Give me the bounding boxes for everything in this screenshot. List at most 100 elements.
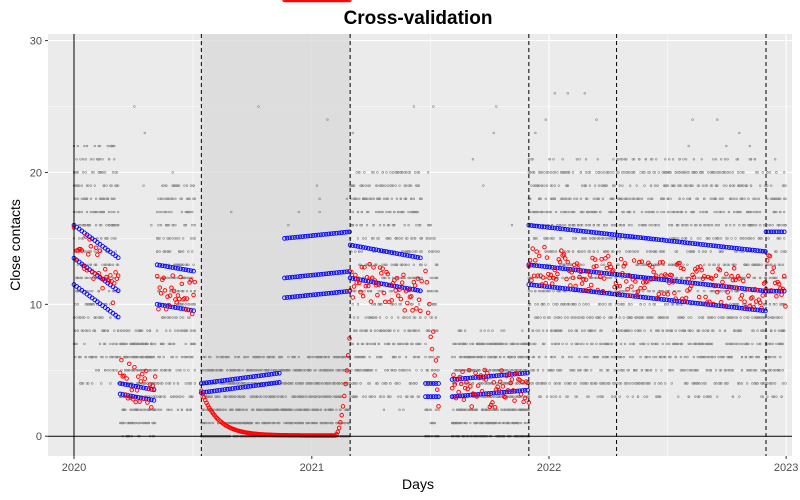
observed-point	[288, 369, 291, 372]
observed-point	[315, 408, 319, 412]
observed-point	[185, 408, 189, 412]
observed-point	[111, 369, 115, 372]
observed-point	[150, 369, 153, 372]
observed-point	[283, 421, 286, 425]
observed-point	[96, 158, 99, 161]
observed-point	[310, 395, 314, 398]
observed-point	[170, 408, 173, 412]
observed-point	[267, 408, 271, 412]
observed-point	[240, 421, 243, 425]
observed-point	[235, 408, 238, 412]
observed-point	[85, 197, 89, 201]
observed-point	[135, 369, 139, 372]
observed-point	[162, 250, 165, 253]
observed-point	[129, 421, 132, 425]
observed-point	[295, 382, 298, 385]
observed-point	[165, 184, 168, 187]
observed-point	[79, 158, 82, 161]
observed-point	[289, 408, 293, 412]
observed-point	[98, 210, 102, 214]
observed-point	[80, 210, 83, 214]
observed-point	[314, 395, 317, 398]
observed-point	[113, 197, 116, 201]
observed-point	[218, 395, 221, 398]
observed-point	[88, 303, 91, 306]
observed-point	[256, 395, 259, 398]
observed-point	[224, 408, 228, 412]
observed-point	[275, 408, 278, 412]
observed-point	[96, 210, 99, 214]
observed-point	[306, 421, 310, 425]
observed-point	[122, 355, 126, 359]
observed-point	[172, 184, 176, 187]
observed-point	[165, 369, 168, 372]
observed-point	[92, 329, 95, 332]
observed-point	[309, 408, 312, 412]
observed-point	[75, 342, 78, 346]
observed-point	[253, 355, 256, 359]
observed-point	[181, 395, 185, 398]
observed-point	[146, 355, 149, 359]
observed-point	[269, 355, 272, 359]
observed-point	[113, 329, 116, 332]
observed-point	[116, 184, 120, 187]
observed-point	[278, 355, 281, 359]
observed-point	[271, 408, 275, 412]
observed-point	[231, 408, 234, 412]
observed-point	[116, 224, 120, 227]
observed-point	[87, 224, 90, 227]
observed-point	[122, 408, 126, 412]
observed-point	[137, 369, 140, 372]
observed-point	[228, 421, 232, 425]
observed-point	[232, 369, 236, 372]
observed-point	[258, 369, 262, 372]
observed-point	[102, 197, 106, 201]
observed-point	[185, 289, 189, 293]
observed-point	[187, 316, 190, 319]
observed-point	[98, 197, 102, 201]
observed-point	[87, 316, 90, 319]
observed-point	[85, 382, 89, 385]
observed-point	[94, 263, 98, 266]
observed-point	[161, 369, 164, 372]
observed-point	[309, 395, 312, 398]
observed-point	[100, 210, 103, 214]
observed-point	[179, 303, 182, 306]
observed-point	[116, 263, 120, 266]
observed-point	[124, 369, 127, 372]
observed-point	[76, 197, 80, 201]
observed-point	[181, 289, 185, 293]
observed-point	[167, 408, 171, 412]
observed-point	[121, 342, 124, 346]
observed-point	[161, 342, 164, 346]
observed-point	[187, 369, 190, 372]
observed-point	[217, 408, 220, 412]
shaded-region-layer	[201, 34, 351, 456]
observed-point	[172, 382, 176, 385]
observed-point	[139, 408, 143, 412]
observed-point	[107, 210, 111, 214]
observed-point	[244, 382, 247, 385]
observed-point	[301, 421, 304, 425]
observed-point	[105, 237, 108, 240]
observed-point	[151, 421, 154, 425]
observed-point	[168, 382, 172, 385]
observed-point	[293, 395, 297, 398]
observed-point	[89, 210, 93, 214]
observed-point	[105, 224, 108, 227]
observed-point	[94, 224, 98, 227]
observed-point	[287, 408, 290, 412]
observed-point	[168, 329, 172, 332]
observed-point	[236, 369, 239, 372]
observed-point	[77, 184, 81, 187]
observed-point	[201, 421, 204, 425]
observed-point	[283, 408, 286, 412]
observed-point	[134, 355, 137, 359]
observed-point	[80, 329, 83, 332]
observed-point	[269, 421, 272, 425]
observed-point	[84, 171, 87, 174]
observed-point	[125, 342, 128, 346]
observed-point	[150, 224, 153, 227]
observed-point	[97, 289, 100, 293]
observed-point	[84, 158, 87, 161]
